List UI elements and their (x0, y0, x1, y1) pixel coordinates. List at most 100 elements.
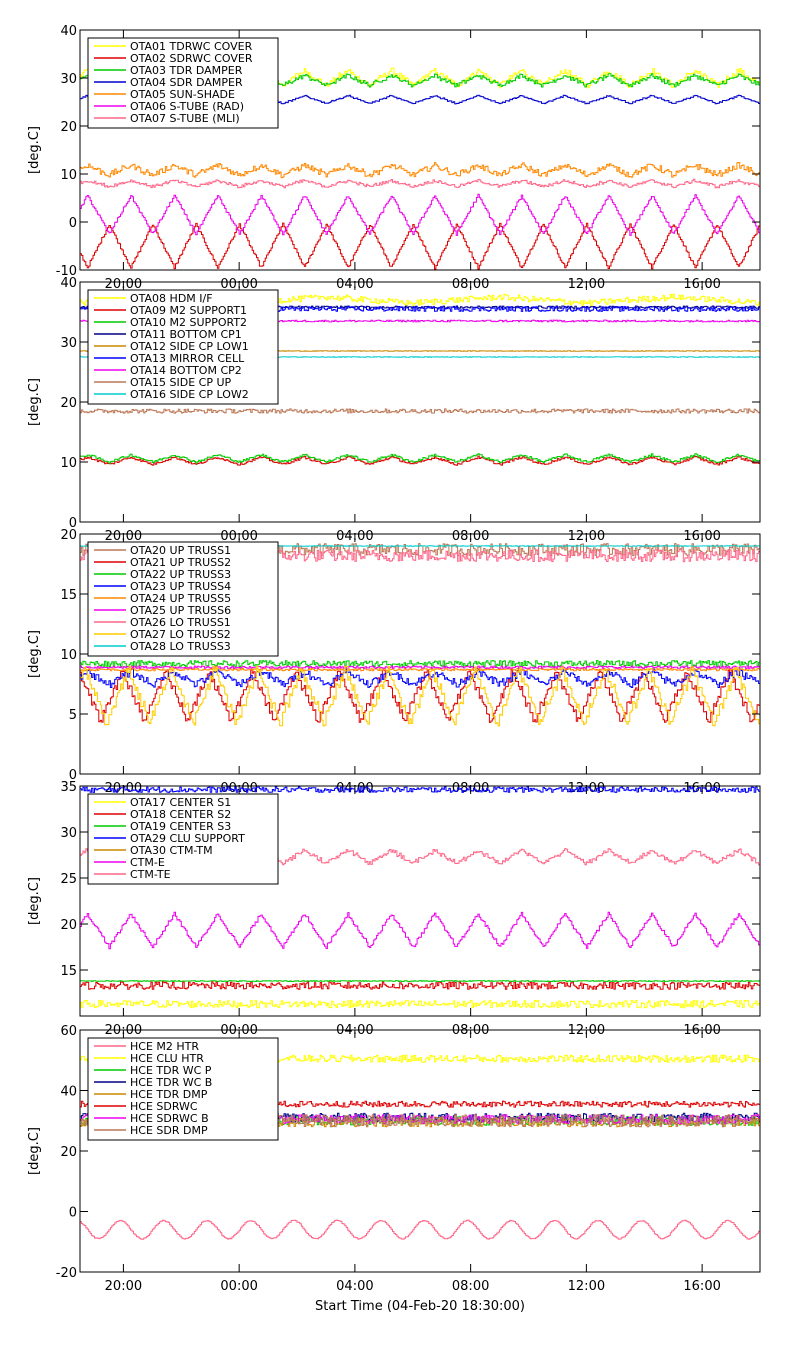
x-tick-label: 00:00 (220, 1279, 257, 1294)
series-line-ota18-center-s2 (80, 981, 760, 990)
legend-label: OTA28 LO TRUSS3 (130, 640, 231, 653)
legend-label: HCE TDR WC P (130, 1064, 212, 1077)
legend-label: OTA09 M2 SUPPORT1 (130, 304, 247, 317)
y-tick-label: 60 (60, 1024, 77, 1039)
y-axis-title: [deg.C] (27, 126, 42, 174)
legend-label: OTA21 UP TRUSS2 (130, 556, 231, 569)
legend-label: OTA13 MIRROR CELL (130, 352, 245, 365)
y-tick-label: 10 (60, 456, 77, 471)
y-tick-label: 0 (69, 768, 77, 783)
series-line-ota15-side-cp-up (80, 408, 760, 414)
legend-label: OTA12 SIDE CP LOW1 (130, 340, 249, 353)
series-line-ota29-clu-support (80, 786, 760, 793)
legend-label: OTA18 CENTER S2 (130, 808, 231, 821)
y-tick-label: 40 (60, 276, 77, 291)
legend-label: OTA11 BOTTOM CP1 (130, 328, 242, 341)
legend-label: OTA24 UP TRUSS5 (130, 592, 231, 605)
legend-label: OTA16 SIDE CP LOW2 (130, 388, 249, 401)
legend-label: OTA15 SIDE CP UP (130, 376, 232, 389)
y-tick-label: 25 (60, 872, 77, 887)
y-tick-label: 0 (69, 216, 77, 231)
y-tick-label: 20 (60, 528, 77, 543)
y-tick-label: 30 (60, 336, 77, 351)
y-axis-title: [deg.C] (27, 1127, 42, 1175)
series-line-hce-m2-htr (80, 1219, 760, 1240)
legend-label: OTA10 M2 SUPPORT2 (130, 316, 247, 329)
y-tick-label: 30 (60, 826, 77, 841)
series-line-ota07-s-tube-mli- (80, 178, 760, 189)
series-line-ota10-m2-support2 (80, 453, 760, 464)
series-line-ota23-up-truss4 (80, 668, 760, 688)
legend-label: OTA08 HDM I/F (130, 292, 213, 305)
legend-label: HCE SDRWC (130, 1100, 198, 1113)
legend-label: OTA20 UP TRUSS1 (130, 544, 231, 557)
panel-5: -20 0 20 40 60 20:00 00:00 04:00 08:00 12:00 16:00… (27, 1024, 761, 1294)
legend-label: OTA26 LO TRUSS1 (130, 616, 231, 629)
y-tick-label: 10 (60, 168, 77, 183)
y-axis-title: [deg.C] (27, 877, 42, 925)
y-tick-label: 5 (69, 708, 77, 723)
x-tick-label: 12:00 (568, 1279, 605, 1294)
y-tick-label: 20 (60, 396, 77, 411)
y-tick-label: 40 (60, 1085, 77, 1100)
legend-label: CTM-E (130, 856, 165, 869)
x-tick-label: 08:00 (452, 1279, 489, 1294)
series-line-ota06-s-tube-rad- (80, 193, 760, 236)
legend-label: OTA14 BOTTOM CP2 (130, 364, 242, 377)
y-tick-label: 20 (60, 1145, 77, 1160)
x-axis-title: Start Time (04-Feb-20 18:30:00) (315, 1299, 525, 1314)
legend-label: OTA07 S-TUBE (MLI) (130, 112, 240, 125)
y-tick-label: 15 (60, 588, 77, 603)
y-tick-label: 20 (60, 120, 77, 135)
series-line-ota17-center-s1 (80, 999, 760, 1009)
legend-label: OTA29 CLU SUPPORT (130, 832, 245, 845)
legend-label: HCE M2 HTR (130, 1040, 199, 1053)
legend-label: OTA19 CENTER S3 (130, 820, 231, 833)
series-line-ota19-center-s3 (80, 980, 760, 982)
series-line-ota02-sdrwc-cover (80, 222, 760, 270)
y-tick-label: 40 (60, 24, 77, 39)
series-line-ctm-e (80, 911, 760, 950)
legend-label: OTA25 UP TRUSS6 (130, 604, 231, 617)
y-tick-label: 0 (69, 516, 77, 531)
legend-label: OTA23 UP TRUSS4 (130, 580, 231, 593)
series-line-ota25-up-truss6 (80, 665, 760, 669)
y-tick-label: -10 (56, 264, 77, 279)
legend-label: HCE TDR WC B (130, 1076, 212, 1089)
series-line-ota05-sun-shade (80, 162, 760, 179)
x-tick-label: 20:00 (105, 1279, 142, 1294)
legend-label: OTA02 SDRWC COVER (130, 52, 253, 65)
legend-label: HCE CLU HTR (130, 1052, 204, 1065)
legend-label: HCE TDR DMP (130, 1088, 208, 1101)
plot-frame (79, 29, 761, 271)
legend-label: OTA05 SUN-SHADE (130, 88, 235, 101)
y-tick-label: -20 (56, 1266, 77, 1281)
legend-label: OTA01 TDRWC COVER (130, 40, 253, 53)
plot-frame (79, 785, 761, 1017)
legend-label: OTA03 TDR DAMPER (130, 64, 243, 77)
series-line-ota27-lo-truss2 (80, 665, 760, 727)
y-tick-label: 35 (60, 780, 77, 795)
legend-label: HCE SDR DMP (130, 1124, 208, 1137)
legend-label: OTA27 LO TRUSS2 (130, 628, 231, 641)
legend-label: CTM-TE (130, 868, 171, 881)
legend-label: HCE SDRWC B (130, 1112, 209, 1125)
legend-label: OTA06 S-TUBE (RAD) (130, 100, 244, 113)
y-tick-label: 15 (60, 964, 77, 979)
legend-label: OTA04 SDR DAMPER (130, 76, 243, 89)
x-tick-label: 16:00 (683, 1279, 720, 1294)
legend-label: OTA17 CENTER S1 (130, 796, 231, 809)
y-tick-label: 30 (60, 72, 77, 87)
legend-label: OTA22 UP TRUSS3 (130, 568, 231, 581)
x-tick-label: 04:00 (336, 1279, 373, 1294)
y-axis-title: [deg.C] (27, 630, 42, 678)
series-line-ota21-up-truss2 (80, 669, 760, 723)
y-axis-title: [deg.C] (27, 378, 42, 426)
